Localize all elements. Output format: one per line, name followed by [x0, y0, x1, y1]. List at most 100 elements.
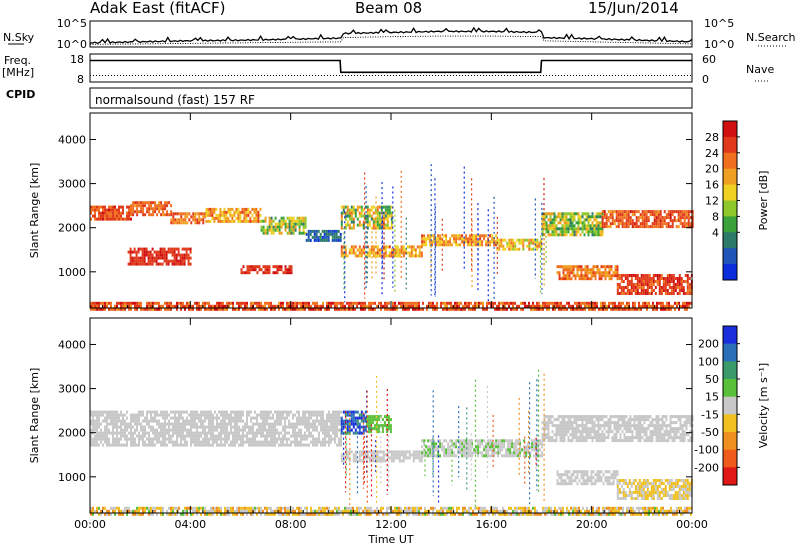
velocity-colorbar-segment — [723, 449, 737, 468]
velocity-colorbar-segment — [723, 467, 737, 486]
velocity-colorbar-label: -50 — [701, 426, 719, 439]
velocity-xtick-label: 16:00 — [475, 518, 507, 531]
power-echo-band — [240, 265, 293, 275]
velocity-xlabel: Time UT — [367, 533, 413, 546]
noise-tick-right-high: 10^5 — [704, 17, 734, 30]
power-echo-band — [601, 210, 694, 229]
power-echo-band — [496, 238, 543, 251]
noise-panel-frame — [89, 20, 693, 48]
velocity-echoes — [90, 369, 694, 516]
noise-line-sky — [89, 26, 693, 45]
freq-panel-frame — [89, 53, 693, 83]
freq-label: Freq. — [4, 54, 32, 67]
velocity-colorbar: 200 100 50 15 -15 -50 -100 -200 — [694, 325, 740, 486]
velocity-xtick-label: 12:00 — [375, 518, 407, 531]
power-colorbar-segment — [723, 248, 737, 265]
power-colorbar-segment — [723, 136, 737, 154]
velocity-colorbar-segment — [723, 396, 737, 415]
power-echo-band — [556, 265, 619, 281]
freq-line — [90, 59, 692, 74]
velocity-xtick-label: 00:00 — [74, 518, 106, 531]
velocity-echo-band — [90, 410, 342, 447]
power-colorbar-segment — [723, 184, 737, 201]
power-colorbar-segment — [723, 216, 737, 233]
noise-tick-left-high: 10^5 — [57, 17, 87, 30]
power-colorbar-label: 24 — [705, 147, 719, 160]
velocity-echo-band — [421, 439, 544, 458]
power-colorbar-label: 20 — [705, 163, 719, 176]
velocity-ytick-label: 4000 — [58, 338, 86, 351]
cpid-text: normalsound (fast) 157 RF — [95, 93, 255, 107]
power-colorbar-title: Power [dB] — [757, 171, 770, 231]
power-echo-band — [205, 207, 262, 223]
power-echo-band — [260, 216, 307, 235]
power-echo-band — [90, 301, 692, 311]
velocity-panel: 4000 3000 2000 1000 Slant Range [km] 00:00 04:… — [28, 317, 770, 546]
freq-tick-low: 8 — [77, 73, 84, 86]
power-colorbar-segment — [723, 121, 737, 138]
velocity-ytick-label: 2000 — [58, 427, 86, 440]
nave-label: Nave — [746, 63, 775, 76]
velocity-colorbar-segment — [723, 432, 737, 451]
top-panels: 10^5 10^0 10^5 10^0 18 8 60 0 — [8, 17, 788, 109]
velocity-colorbar-frame — [722, 325, 738, 486]
velocity-colorbar-label: -200 — [694, 461, 719, 474]
velocity-colorbar-label: -100 — [694, 444, 719, 457]
power-echo-band — [421, 234, 498, 247]
velocity-ytick-label: 1000 — [58, 471, 86, 484]
power-colorbar-segment — [723, 232, 737, 249]
beam-title: Beam 08 — [355, 0, 423, 17]
velocity-colorbar-label: 15 — [705, 391, 719, 404]
velocity-echo-band — [90, 506, 692, 516]
cpid-label: CPID — [6, 88, 36, 101]
power-colorbar-segment — [723, 168, 737, 186]
noise-tick-left-low: 10^0 — [57, 38, 87, 51]
station-title: Adak East (fitACF) — [90, 0, 226, 17]
power-colorbar-segment — [723, 200, 737, 217]
power-echo-band — [170, 212, 207, 225]
power-colorbar-label: 8 — [712, 210, 719, 223]
velocity-colorbar-segment — [723, 343, 737, 362]
velocity-xtick-label: 00:00 — [676, 518, 708, 531]
power-colorbar-label: 4 — [712, 226, 719, 239]
power-echo-band — [616, 274, 693, 295]
power-ytick-label: 2000 — [58, 222, 86, 235]
date-title: 15/Jun/2014 — [588, 0, 679, 17]
power-panel: 4000 3000 2000 1000 Slant Range [km] 28 24 20 16… — [28, 112, 770, 311]
freq-unit-label: [MHz] — [2, 66, 35, 79]
cpid-frame — [89, 87, 693, 109]
power-echoes — [90, 164, 694, 311]
freq-tick-high: 18 — [70, 53, 84, 66]
search-noise-label: N.Search — [746, 31, 796, 44]
noise-line-search — [90, 35, 693, 45]
velocity-colorbar-segment — [723, 414, 737, 433]
velocity-echo-band — [541, 415, 694, 443]
power-echo-band — [90, 205, 132, 221]
power-colorbar-label: 28 — [705, 131, 719, 144]
velocity-colorbar-segment — [723, 326, 737, 345]
power-echo-band — [130, 201, 173, 217]
power-echo-band — [127, 247, 192, 266]
power-ylabel: Slant Range [km] — [28, 163, 41, 259]
power-colorbar: 28 24 20 16 12 8 4 — [705, 120, 740, 281]
velocity-echo-band — [340, 450, 423, 463]
power-ytick-label: 3000 — [58, 178, 86, 191]
velocity-colorbar-segment — [723, 361, 737, 380]
velocity-colorbar-label: 50 — [705, 373, 719, 386]
sky-noise-label: N.Sky — [3, 31, 35, 44]
velocity-ytick-label: 3000 — [58, 383, 86, 396]
velocity-xtick-label: 08:00 — [275, 518, 307, 531]
nave-tick-low: 0 — [702, 73, 709, 86]
power-echo-band — [305, 229, 342, 242]
velocity-echo-band — [556, 470, 619, 486]
power-ytick-label: 4000 — [58, 133, 86, 146]
velocity-xtick-label: 04:00 — [174, 518, 206, 531]
velocity-colorbar-title: Velocity [m s⁻¹] — [757, 363, 770, 448]
nave-tick-high: 60 — [702, 53, 716, 66]
velocity-colorbar-label: 200 — [698, 338, 719, 351]
velocity-colorbar-segment — [723, 379, 737, 398]
power-colorbar-segment — [723, 264, 737, 281]
power-colorbar-label: 16 — [705, 179, 719, 192]
power-echo-band — [340, 205, 393, 230]
